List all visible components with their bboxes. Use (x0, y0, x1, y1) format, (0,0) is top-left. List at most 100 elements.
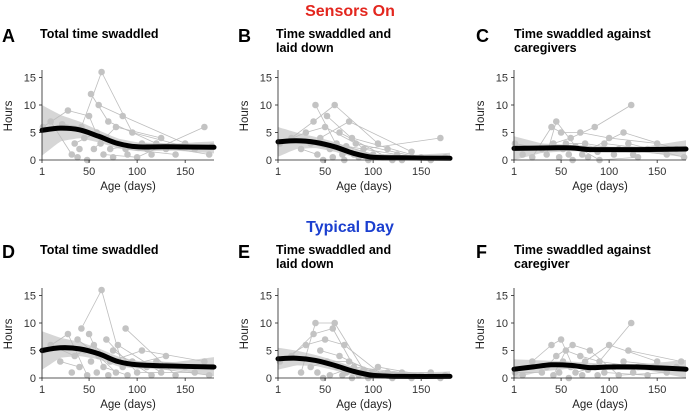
data-point (297, 369, 305, 376)
data-point (201, 123, 208, 131)
panel-title-line-1: Time swaddled against (514, 27, 651, 41)
data-point (644, 371, 651, 379)
y-tick-label: 10 (260, 318, 272, 330)
data-point (316, 347, 324, 354)
data-point (663, 151, 671, 158)
data-point (605, 341, 613, 349)
connecting-line (42, 110, 69, 128)
data-point (555, 369, 563, 376)
data-point (76, 363, 83, 371)
data-point (90, 145, 98, 153)
data-point (78, 325, 85, 332)
x-tick-label: 1 (39, 384, 45, 396)
data-point (555, 153, 563, 161)
data-point (629, 369, 637, 376)
data-point (85, 112, 93, 120)
y-axis-label: Hours (475, 100, 487, 131)
data-point (87, 358, 95, 365)
panel-title-line-1: Total time swaddled (40, 243, 159, 257)
x-tick-label: 100 (364, 384, 382, 396)
connecting-line (98, 355, 117, 373)
connecting-line (313, 328, 333, 335)
data-point (620, 358, 627, 365)
connecting-line (313, 104, 335, 122)
data-point (578, 371, 586, 379)
connecting-line (580, 132, 610, 139)
connecting-line (531, 126, 552, 158)
data-point (172, 151, 179, 158)
data-point (133, 369, 141, 376)
x-tick-label: 1 (275, 166, 281, 178)
connecting-line (580, 355, 600, 362)
data-point (112, 123, 120, 131)
x-tick-label: 150 (176, 384, 194, 396)
connecting-line (115, 126, 162, 139)
smooth-fit-line (511, 145, 689, 153)
section-title-sensors-on: Sensors On (305, 3, 395, 20)
data-point (64, 330, 72, 338)
data-point (336, 352, 343, 360)
data-point (112, 369, 120, 376)
data-point (103, 336, 110, 343)
y-tick-label: 0 (266, 373, 272, 385)
data-point (71, 140, 78, 147)
panel-letter: F (476, 242, 487, 262)
data-point (581, 358, 589, 365)
data-point (321, 336, 329, 343)
data-point (310, 118, 317, 125)
y-tick-label: 5 (266, 128, 272, 140)
data-point (680, 153, 688, 161)
panel-letter: D (2, 242, 15, 262)
x-tick-label: 1 (511, 384, 517, 396)
x-tick-label: 150 (648, 384, 666, 396)
data-point (105, 118, 112, 125)
connecting-line (609, 137, 658, 144)
data-point (562, 347, 570, 354)
data-point (569, 341, 576, 349)
y-axis-label: Hours (3, 100, 15, 131)
y-axis-label: Hours (475, 318, 487, 349)
x-tick-label: 100 (600, 166, 618, 178)
y-tick-label: 0 (502, 155, 508, 167)
data-point (47, 118, 54, 125)
data-point (572, 369, 579, 376)
y-tick-label: 15 (260, 73, 272, 85)
data-point (138, 347, 146, 354)
connecting-line (589, 350, 619, 376)
y-tick-label: 15 (260, 291, 272, 303)
data-point (331, 101, 338, 109)
x-tick-label: 100 (128, 384, 146, 396)
data-point (205, 371, 213, 379)
y-tick-label: 10 (496, 318, 508, 330)
panel-title-line-1: Total time swaddled (40, 27, 159, 41)
data-point (129, 129, 136, 136)
data-point (352, 140, 360, 147)
data-point (68, 369, 76, 376)
data-point (345, 118, 353, 125)
connecting-line (146, 366, 210, 376)
y-tick-label: 0 (502, 373, 508, 385)
data-point (76, 145, 83, 153)
data-point (550, 371, 557, 379)
panel-title-line-2: laid down (276, 257, 334, 271)
data-point (557, 129, 565, 136)
y-tick-label: 10 (24, 318, 36, 330)
x-tick-label: 150 (176, 166, 194, 178)
data-point (85, 330, 93, 338)
y-axis-label: Hours (239, 318, 251, 349)
x-tick-label: 1 (511, 166, 517, 178)
panel-letter: A (2, 26, 15, 46)
connecting-line (594, 104, 632, 128)
data-point (191, 369, 199, 376)
data-point (677, 358, 685, 365)
panel-letter: B (238, 26, 251, 46)
data-point (297, 145, 305, 153)
data-point (201, 358, 208, 365)
connecting-line (599, 156, 638, 161)
data-point (634, 153, 642, 161)
data-point (122, 325, 129, 332)
data-point (74, 336, 81, 343)
